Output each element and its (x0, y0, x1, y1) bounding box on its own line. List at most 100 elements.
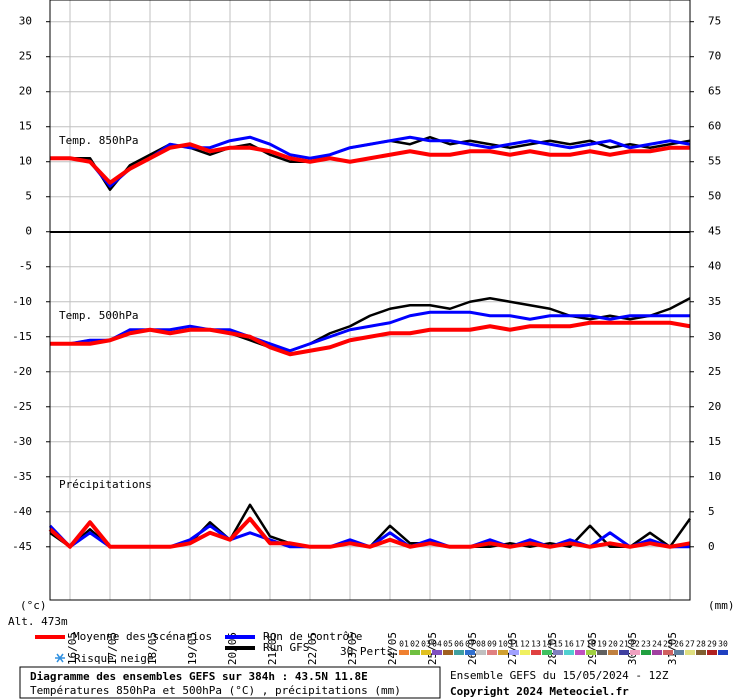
grid (50, 0, 690, 600)
y2-tick-label: 70 (708, 50, 721, 63)
perturbation-label: 12 (520, 640, 530, 649)
perturbation-swatch (410, 650, 420, 655)
chart-title: Diagramme des ensembles GEFS sur 384h : … (30, 670, 368, 683)
perturbation-label: 21 (619, 640, 629, 649)
panel-label: Précipitations (59, 478, 152, 491)
legend-label: Moyenne des scénarios (73, 630, 212, 643)
perturbation-label: 11 (509, 640, 519, 649)
y2-tick-label: 25 (708, 365, 721, 378)
altitude: Alt. 473m (8, 615, 68, 628)
perturbation-label: 30 (718, 640, 728, 649)
copyright: Copyright 2024 Meteociel.fr (450, 685, 629, 698)
y-tick-label: 10 (19, 155, 32, 168)
perturbation-label: 20 (608, 640, 618, 649)
y-tick-label: -15 (12, 330, 32, 343)
perturbation-label: 24 (652, 640, 662, 649)
perturbation-swatch (663, 650, 673, 655)
y2-tick-label: 45 (708, 225, 721, 238)
perturbation-label: 10 (498, 640, 508, 649)
perturbation-label: 06 (454, 640, 464, 649)
x-tick-label: 27/05 (506, 632, 519, 665)
y-tick-label: 0 (25, 225, 32, 238)
perturbation-swatch (553, 650, 563, 655)
perturbation-label: 03 (421, 640, 431, 649)
perturbation-swatch (608, 650, 618, 655)
plot-frame (49, 0, 691, 601)
x-tick-label: 31/05 (666, 632, 679, 665)
snow-icon (55, 653, 65, 663)
x-tick-label: 29/05 (586, 632, 599, 665)
y-tick-label: -45 (12, 540, 32, 553)
x-tick-label: 23/05 (346, 632, 359, 665)
x-tick-label: 26/05 (466, 632, 479, 665)
x-tick-label: 21/05 (266, 632, 279, 665)
legend-label: Run de contrôle (263, 630, 362, 643)
panel-label: Temp. 850hPa (59, 134, 138, 147)
perturbation-swatch (509, 650, 519, 655)
perturbation-swatch (542, 650, 552, 655)
perturbation-label: 19 (597, 640, 607, 649)
perturbation-swatch (630, 650, 640, 655)
y-tick-label: -10 (12, 295, 32, 308)
perturbation-label: 01 (399, 640, 409, 649)
y2-tick-label: 15 (708, 435, 721, 448)
y-tick-label: -20 (12, 365, 32, 378)
perturbation-swatch (718, 650, 728, 655)
y-tick-label: 5 (25, 190, 32, 203)
series-line (50, 142, 690, 185)
y2-tick-label: 20 (708, 400, 721, 413)
run-info: Ensemble GEFS du 15/05/2024 - 12Z (450, 669, 669, 682)
panel-label: Temp. 500hPa (59, 309, 138, 322)
perturbation-swatch (586, 650, 596, 655)
y2-tick-label: 5 (708, 505, 715, 518)
perturbation-swatch (465, 650, 475, 655)
perturbation-swatch (575, 650, 585, 655)
y2-tick-label: 10 (708, 470, 721, 483)
y2-tick-label: 65 (708, 85, 721, 98)
x-tick-label: 17/05 (106, 632, 119, 665)
y2-tick-label: 0 (708, 540, 715, 553)
perturbation-swatch (443, 650, 453, 655)
series-line (50, 320, 691, 357)
perturbation-label: 09 (487, 640, 497, 649)
perturbation-swatch (498, 650, 508, 655)
perturbation-label: 22 (630, 640, 640, 649)
perturbation-swatch (652, 650, 662, 655)
perturbation-swatch (487, 650, 497, 655)
x-tick-label: 28/05 (546, 632, 559, 665)
x-tick-label: 24/05 (386, 632, 399, 665)
perturbation-label: 23 (641, 640, 651, 649)
perturbation-label: 02 (410, 640, 420, 649)
y2-tick-label: 50 (708, 190, 721, 203)
y2-tick-label: 40 (708, 260, 721, 273)
perturbation-label: 27 (685, 640, 695, 649)
legend-label: Run GFS (263, 641, 309, 654)
perturbation-swatch (399, 650, 409, 655)
perturbation-label: 04 (432, 640, 442, 649)
plot-area (48, 135, 692, 549)
perturbation-swatch (564, 650, 574, 655)
x-tick-label: 25/05 (426, 632, 439, 665)
y-tick-label: 30 (19, 15, 32, 28)
perturbation-label: 13 (531, 640, 541, 649)
y-tick-label: 15 (19, 120, 32, 133)
perturbations-label: 30 Perts. (340, 645, 400, 658)
perturbation-swatch (454, 650, 464, 655)
chart-subtitle: Températures 850hPa et 500hPa (°C) , pré… (30, 684, 401, 697)
perturbation-swatch (696, 650, 706, 655)
y2-tick-label: 55 (708, 155, 721, 168)
perturbation-swatch (641, 650, 651, 655)
perturbation-swatch (674, 650, 684, 655)
x-tick-label: 22/05 (306, 632, 319, 665)
perturbation-swatch (707, 650, 717, 655)
perturbation-label: 25 (663, 640, 673, 649)
perturbation-swatch (421, 650, 431, 655)
perturbation-swatch (597, 650, 607, 655)
perturbation-swatch (432, 650, 442, 655)
y-tick-label: -25 (12, 400, 32, 413)
perturbation-label: 08 (476, 640, 486, 649)
x-tick-label: 16/05 (66, 632, 79, 665)
